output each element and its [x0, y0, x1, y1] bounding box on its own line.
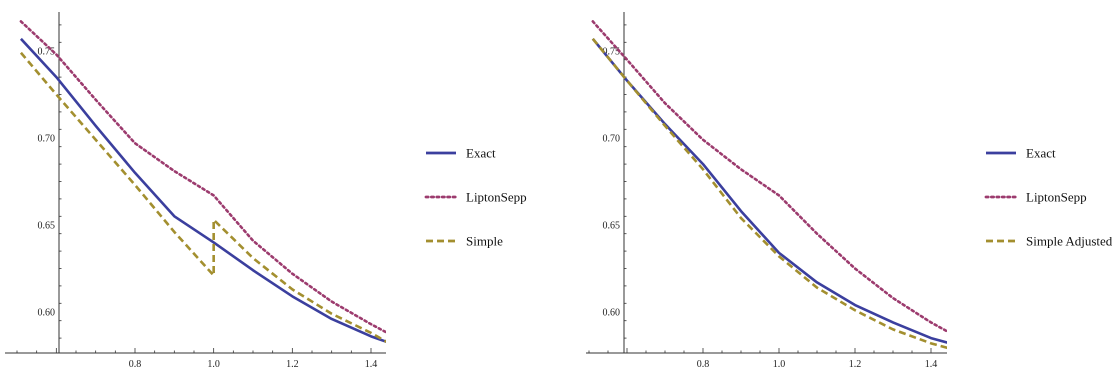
- legend-item-liptonsepp: LiptonSepp: [424, 190, 527, 205]
- series-line-liptonsepp: [19, 20, 386, 334]
- plot-area: [591, 20, 947, 350]
- x-tick-label: 0.8: [697, 359, 710, 370]
- y-tick-label: 0.60: [38, 308, 56, 319]
- legend-item-exact: Exact: [426, 146, 496, 161]
- y-tick-label: 0.60: [603, 308, 621, 319]
- chart-right: 0.8 1.0 1.2 1.4 0.60 0.65 0.70 0.75 Exact LiptonS…: [586, 12, 1112, 370]
- y-tick-label: 0.70: [38, 134, 56, 145]
- axes: 0.8 1.0 1.2 1.4 0.60 0.65 0.70 0.75: [586, 12, 947, 370]
- legend-label: Exact: [1026, 146, 1056, 161]
- x-tick-label: 1.2: [286, 359, 299, 370]
- x-tick-label: 1.4: [365, 359, 378, 370]
- legend: Exact LiptonSepp Simple: [424, 146, 527, 249]
- x-tick-label: 1.0: [207, 359, 220, 370]
- series-line-liptonsepp: [591, 20, 947, 333]
- axes: 0.8 1.0 1.2 1.4 0.60 0.65 0.70 0.75: [5, 12, 386, 370]
- legend-label: Simple Adjusted: [1026, 234, 1112, 249]
- plot-area: [19, 20, 386, 344]
- legend-item-exact: Exact: [986, 146, 1056, 161]
- y-tick-label: 0.75: [603, 47, 621, 58]
- chart-left: 0.8 1.0 1.2 1.4 0.60 0.65 0.70 0.75 Exact LiptonS…: [5, 12, 527, 370]
- legend-label: Simple: [466, 234, 503, 249]
- legend-item-simple-adjusted: Simple Adjusted: [986, 234, 1112, 249]
- y-tick-label: 0.65: [603, 221, 621, 232]
- x-tick-label: 0.8: [129, 359, 142, 370]
- series-line-simple-adjusted: [591, 37, 947, 350]
- legend-item-simple: Simple: [426, 234, 503, 249]
- series-line-simple: [19, 51, 386, 344]
- legend: Exact LiptonSepp Simple Adjusted: [984, 146, 1112, 249]
- x-tick-label: 1.0: [773, 359, 786, 370]
- x-tick-label: 1.4: [925, 359, 938, 370]
- y-tick-label: 0.75: [38, 47, 56, 58]
- legend-label: LiptonSepp: [1026, 190, 1087, 205]
- legend-item-liptonsepp: LiptonSepp: [984, 190, 1087, 205]
- y-tick-label: 0.70: [603, 134, 621, 145]
- legend-label: LiptonSepp: [466, 190, 527, 205]
- x-tick-label: 1.2: [849, 359, 862, 370]
- series-line-exact: [19, 37, 386, 344]
- y-tick-label: 0.65: [38, 221, 56, 232]
- legend-label: Exact: [466, 146, 496, 161]
